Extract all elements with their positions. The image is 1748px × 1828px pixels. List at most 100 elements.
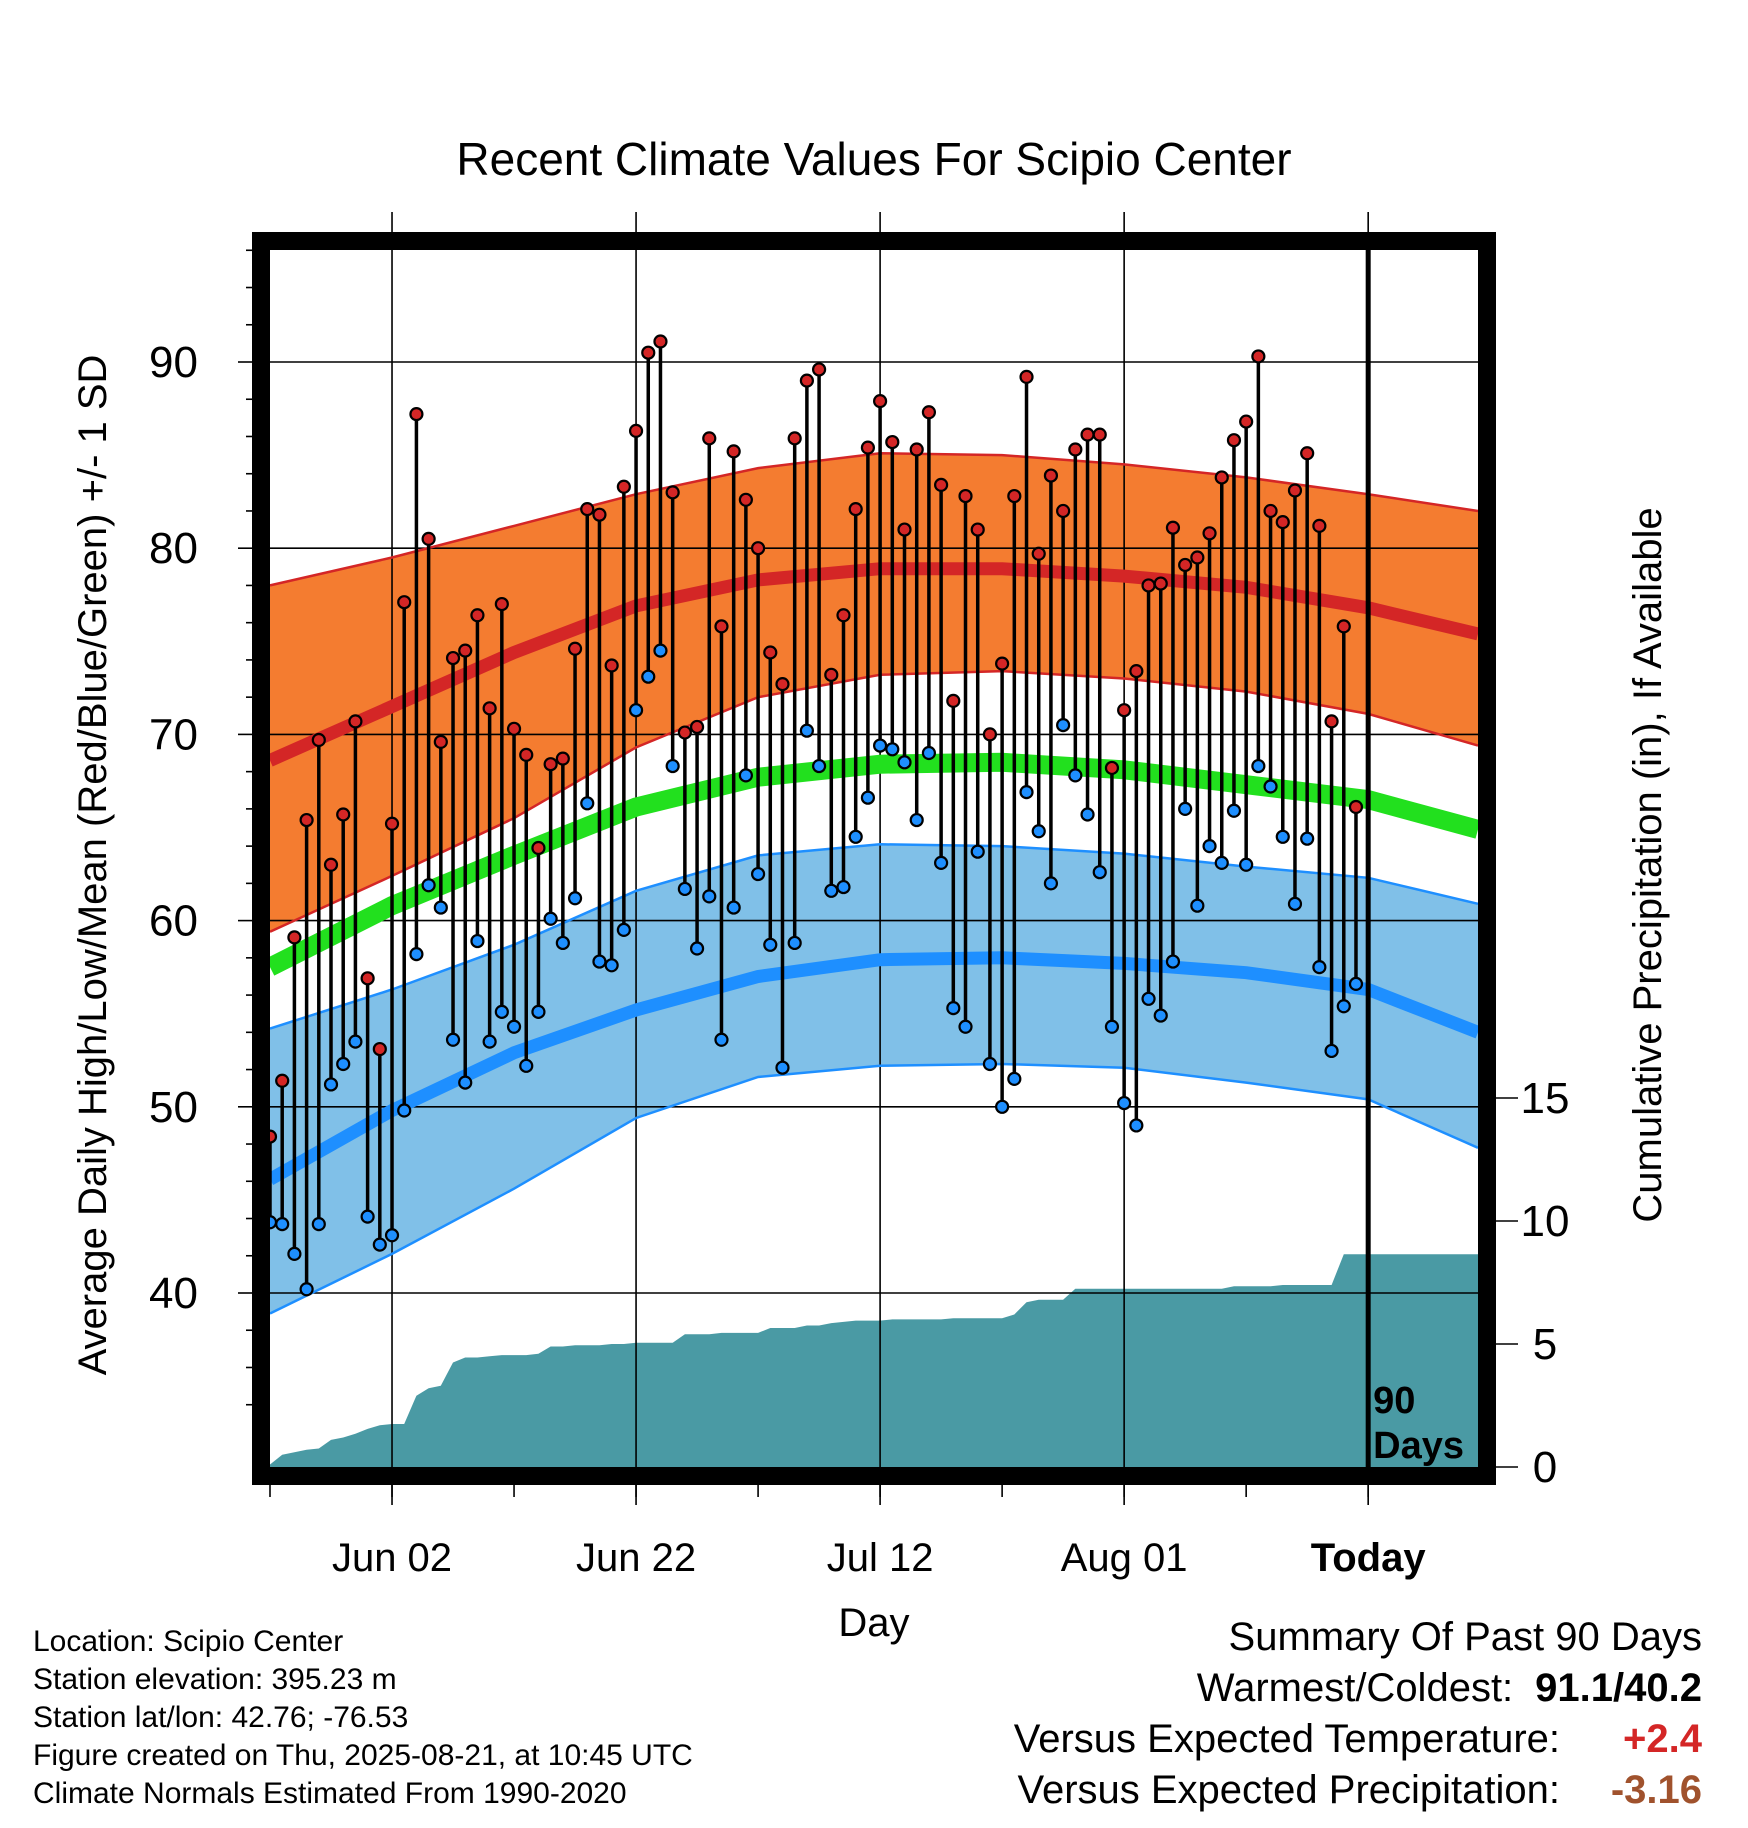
- daily-high-point: [287, 930, 302, 945]
- y-tick-label: 70: [149, 710, 198, 759]
- daily-low-point: [1007, 1071, 1022, 1086]
- daily-high-point: [433, 734, 448, 749]
- daily-high-point: [982, 727, 998, 742]
- daily-low-point: [982, 1056, 998, 1072]
- daily-low-point: [299, 1282, 314, 1297]
- axes: 40 50 60 70 80 90 0 5 10 15 Jun 02 Jun 22 Jul 12 Aug …: [71, 212, 1670, 1645]
- daily-low-point: [1043, 876, 1059, 891]
- daily-high-point: [1348, 799, 1364, 815]
- daily-high-point: [787, 431, 802, 446]
- daily-high-point: [775, 677, 790, 692]
- daily-low-point: [1324, 1043, 1339, 1059]
- daily-high-point: [934, 477, 949, 492]
- daily-low-point: [1068, 768, 1083, 783]
- x-tick-label: Jul 12: [827, 1536, 934, 1580]
- daily-low-point: [1348, 976, 1364, 992]
- daily-low-point: [409, 947, 424, 962]
- y2-tick-label: 0: [1533, 1443, 1557, 1492]
- temp-label: Versus Expected Temperature:: [1013, 1717, 1560, 1761]
- daily-high-point: [1202, 526, 1217, 541]
- daily-high-point: [921, 405, 937, 420]
- daily-high-point: [1251, 349, 1266, 364]
- daily-low-point: [1056, 717, 1071, 733]
- daily-low-point: [958, 1019, 973, 1034]
- daily-low-point: [1251, 758, 1266, 774]
- y-tick-label: 50: [149, 1083, 198, 1132]
- daily-high-point: [592, 507, 607, 522]
- y2-tick-label: 15: [1521, 1074, 1570, 1123]
- daily-high-point: [860, 440, 875, 455]
- plot-frame: [252, 232, 1496, 1485]
- daily-high-point: [1336, 619, 1351, 634]
- daily-high-point: [323, 857, 339, 872]
- daily-low-point: [519, 1058, 534, 1073]
- daily-low-point: [1153, 1008, 1168, 1023]
- y-tick-label: 90: [149, 338, 198, 387]
- daily-high-point: [750, 541, 766, 556]
- daily-high-point: [1226, 433, 1242, 448]
- daily-high-point: [421, 531, 436, 546]
- daily-high-point: [702, 431, 717, 446]
- daily-high-point: [397, 595, 412, 610]
- daily-high-point: [970, 522, 985, 537]
- normals-text: Climate Normals Estimated From 1990-2020: [33, 1777, 627, 1810]
- daily-high-point: [1190, 550, 1205, 565]
- daily-low-point: [445, 1032, 461, 1047]
- location-text: Location: Scipio Center: [33, 1625, 344, 1658]
- daily-low-point: [604, 958, 619, 973]
- daily-low-point: [1214, 855, 1229, 870]
- daily-low-point: [897, 755, 912, 770]
- daily-high-point: [482, 701, 497, 716]
- daily-high-point: [458, 643, 473, 658]
- daily-high-point: [1043, 468, 1059, 483]
- low-lower-line: [269, 1062, 1479, 1315]
- daily-low-point: [665, 758, 680, 774]
- created-text: Figure created on Thu, 2025-08-21, at 10…: [33, 1739, 693, 1772]
- daily-low-point: [336, 1056, 351, 1072]
- daily-low-point: [1226, 803, 1242, 818]
- daily-low-point: [824, 883, 839, 898]
- low-upper-line: [269, 843, 1479, 1030]
- daily-low-point: [384, 1228, 400, 1243]
- x-axis-label: Day: [838, 1601, 909, 1645]
- daily-low-point: [775, 1060, 790, 1075]
- daily-high-point: [946, 693, 961, 708]
- temp-value: +2.4: [1623, 1717, 1702, 1761]
- normal-low-line: [266, 951, 1481, 1186]
- today-window-label: Days: [1373, 1425, 1464, 1467]
- daily-low-point: [836, 879, 851, 895]
- daily-high-point: [616, 479, 631, 494]
- x-tick-label: Aug 01: [1061, 1536, 1188, 1580]
- daily-low-point: [1336, 999, 1351, 1014]
- daily-low-point: [323, 1077, 339, 1092]
- summary-title: Summary Of Past 90 Days: [1228, 1615, 1702, 1659]
- daily-low-point: [934, 855, 949, 870]
- daily-high-point: [1165, 520, 1181, 535]
- daily-low-point: [433, 900, 448, 915]
- daily-low-point: [580, 796, 595, 811]
- warm-cold-label: Warmest/Coldest:: [1196, 1666, 1514, 1710]
- daily-high-point: [1117, 703, 1132, 718]
- daily-high-point: [1178, 557, 1193, 573]
- daily-high-point: [384, 816, 400, 831]
- x-tick-label: Jun 02: [332, 1536, 452, 1580]
- daily-high-point: [506, 721, 522, 736]
- precip-cumulative-area: [270, 1254, 1478, 1467]
- daily-low-point: [1202, 839, 1217, 854]
- daily-low-point: [1019, 785, 1034, 800]
- daily-low-point: [750, 866, 766, 882]
- y2-tick-label: 5: [1533, 1320, 1557, 1369]
- daily-high-point: [811, 362, 827, 377]
- daily-high-point: [1068, 442, 1083, 457]
- daily-low-point: [714, 1032, 729, 1047]
- y2-axis-label: Cumulative Precipitation (in), If Availa…: [1626, 507, 1670, 1222]
- daily-low-point: [592, 954, 607, 969]
- daily-high-point: [1092, 427, 1107, 442]
- daily-low-point: [1129, 1118, 1144, 1133]
- elevation-text: Station elevation: 395.23 m: [33, 1663, 397, 1696]
- daily-low-point: [1190, 898, 1205, 913]
- daily-low-point: [946, 1001, 961, 1016]
- daily-high-point: [726, 444, 741, 459]
- daily-low-point: [543, 911, 558, 926]
